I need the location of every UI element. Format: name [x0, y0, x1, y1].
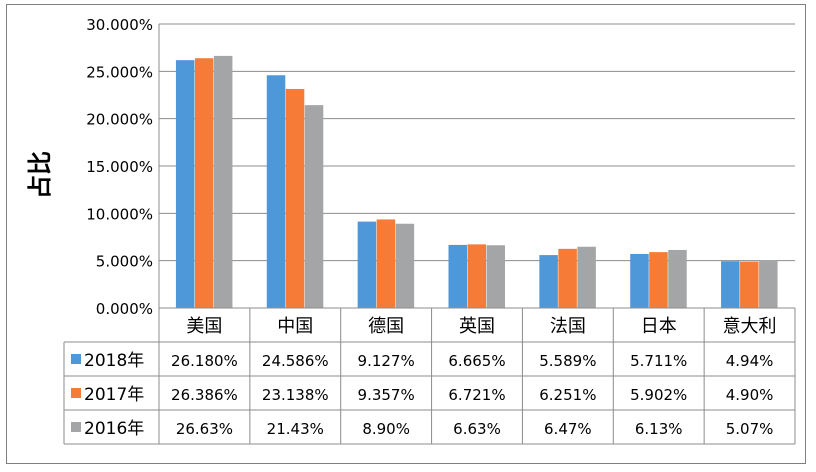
- bar: [759, 260, 778, 308]
- category-label: 法国: [550, 316, 586, 337]
- bar: [376, 219, 396, 308]
- bar: [558, 248, 577, 308]
- data-label: 8.90%: [362, 420, 410, 438]
- data-label: 5.07%: [726, 420, 774, 438]
- data-label: 26.386%: [171, 386, 238, 404]
- y-tick-label: 20.000%: [86, 111, 153, 129]
- y-tick-label: 5.000%: [96, 253, 153, 271]
- bar: [285, 88, 305, 308]
- y-tick-label: 10.000%: [86, 205, 153, 223]
- bar: [448, 244, 467, 308]
- bar: [486, 245, 505, 308]
- data-label: 6.665%: [448, 352, 505, 370]
- data-label: 6.47%: [544, 420, 592, 438]
- category-label: 英国: [459, 316, 495, 337]
- data-label: 23.138%: [262, 386, 329, 404]
- bar: [649, 252, 668, 308]
- bar: [577, 246, 596, 308]
- data-label: 5.589%: [539, 352, 596, 370]
- bars: [175, 55, 778, 309]
- data-label: 5.902%: [630, 386, 687, 404]
- gridlines: [158, 23, 795, 308]
- y-tick-label: 30.000%: [86, 16, 153, 34]
- category-label: 意大利: [723, 316, 777, 337]
- data-label: 26.180%: [171, 352, 238, 370]
- legend-label: 2016年: [84, 419, 144, 439]
- data-label: 21.43%: [267, 420, 324, 438]
- y-axis-ticks: 0.000% 5.000% 10.000% 15.000% 20.000% 25.000%…: [86, 16, 153, 318]
- bar: [539, 255, 558, 308]
- bar: [266, 75, 286, 308]
- category-label: 美国: [186, 316, 222, 337]
- data-label: 5.711%: [630, 352, 687, 370]
- bar: [721, 261, 740, 308]
- bar: [213, 55, 233, 309]
- legend-label: 2018年: [84, 351, 144, 371]
- bar: [175, 60, 195, 309]
- y-tick-label: 25.000%: [86, 63, 153, 81]
- legend-swatch: [71, 388, 81, 398]
- data-label: 24.586%: [262, 352, 329, 370]
- category-label: 日本: [641, 316, 677, 337]
- y-tick-label: 15.000%: [86, 158, 153, 176]
- data-label: 9.127%: [358, 352, 415, 370]
- data-label: 6.721%: [448, 386, 505, 404]
- legend-swatch: [71, 422, 81, 432]
- legend-swatch: [71, 354, 81, 364]
- data-label: 4.94%: [726, 352, 774, 370]
- data-table: 美国 中国 德国 英国 法国 日本 意大利 2018年 26.180% 24.586% 9.127%…: [63, 307, 796, 445]
- y-tick-label: 0.000%: [96, 300, 153, 318]
- data-label: 6.63%: [453, 420, 501, 438]
- category-label: 中国: [277, 316, 313, 337]
- data-label: 26.63%: [176, 420, 233, 438]
- legend-label: 2017年: [84, 385, 144, 405]
- bar-chart: 0.000% 5.000% 10.000% 15.000% 20.000% 25.000%…: [26, 16, 796, 445]
- category-label: 德国: [368, 316, 404, 337]
- bar: [740, 261, 759, 308]
- data-label: 6.13%: [635, 420, 683, 438]
- data-label: 9.357%: [358, 386, 415, 404]
- y-axis-label: 占比: [26, 151, 54, 199]
- bar: [668, 249, 687, 308]
- bar: [630, 253, 649, 308]
- chart-frame: 0.000% 5.000% 10.000% 15.000% 20.000% 25.000%…: [6, 4, 806, 464]
- data-label: 4.90%: [726, 386, 774, 404]
- bar: [194, 58, 214, 309]
- data-label: 6.251%: [539, 386, 596, 404]
- bar: [304, 105, 324, 308]
- bar: [467, 244, 486, 308]
- bar: [395, 223, 415, 308]
- bar: [357, 221, 377, 308]
